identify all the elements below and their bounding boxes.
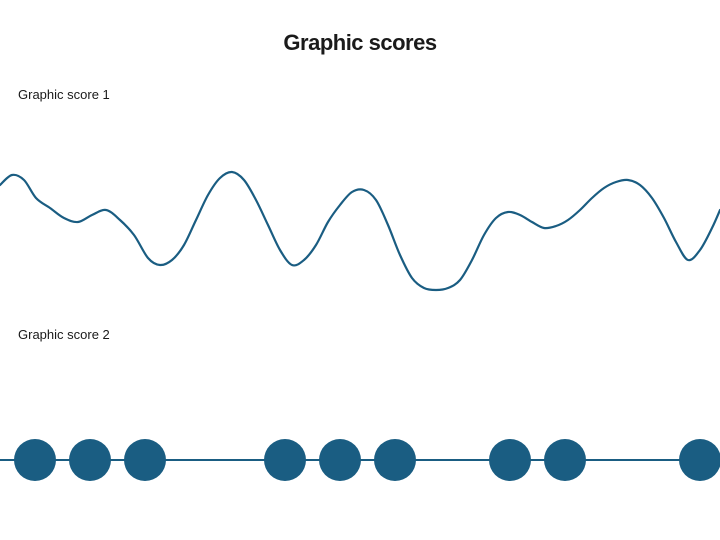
score2-label: Graphic score 2	[18, 327, 110, 342]
graphic-score-2	[0, 420, 720, 500]
score2-dot	[544, 439, 586, 481]
score1-waveform	[0, 172, 720, 290]
score2-dot	[319, 439, 361, 481]
score2-dot	[264, 439, 306, 481]
score1-label: Graphic score 1	[18, 87, 110, 102]
score2-dot	[489, 439, 531, 481]
score2-dot	[679, 439, 720, 481]
score2-dot	[374, 439, 416, 481]
score2-dot	[69, 439, 111, 481]
page-title: Graphic scores	[0, 30, 720, 56]
graphic-score-1	[0, 150, 720, 300]
score2-dot	[14, 439, 56, 481]
score2-dot	[124, 439, 166, 481]
